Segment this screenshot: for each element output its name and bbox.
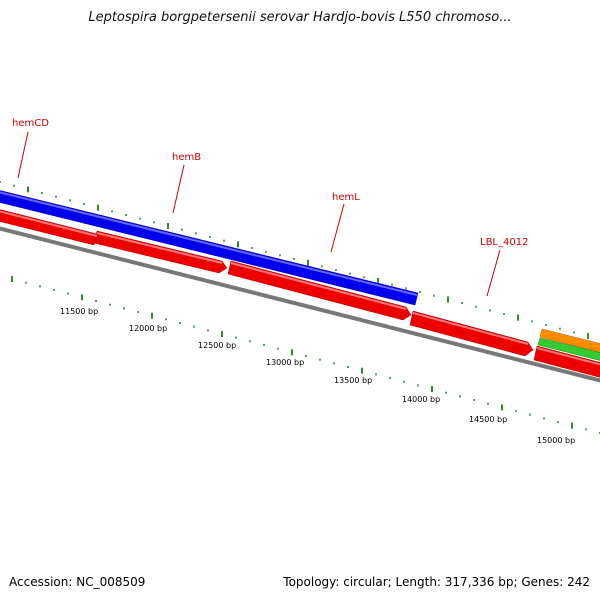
map-title: Leptospira borgpetersenii serovar Hardjo… (88, 10, 512, 25)
gene-label-hemL[interactable]: hemL (332, 192, 360, 203)
scale-label-13500: 13500 bp (334, 376, 372, 385)
reverse-strand-genes (0, 209, 600, 380)
scale-label-14500: 14500 bp (469, 415, 507, 424)
gene-red-4[interactable] (409, 310, 534, 357)
scale-label-14000: 14000 bp (402, 395, 440, 404)
gene-red-3[interactable] (227, 260, 412, 321)
gene-label-LBL_4012[interactable]: LBL_4012 (480, 237, 528, 248)
chromosome-backbone (0, 226, 600, 383)
gene-label-hemCD[interactable]: hemCD (12, 118, 49, 129)
gene-labels: hemCD hemB hemL LBL_4012 (12, 118, 528, 297)
gene-blue-hem-cluster[interactable] (0, 188, 419, 306)
scale-label-12500: 12500 bp (198, 341, 236, 350)
gene-red-5[interactable] (533, 345, 600, 380)
gene-label-hemB[interactable]: hemB (172, 152, 201, 163)
scale-labels: 11500 bp 12000 bp 12500 bp 13000 bp 1350… (60, 307, 575, 445)
topology-summary: Topology: circular; Length: 317,336 bp; … (283, 575, 590, 589)
scale-label-12000: 12000 bp (129, 324, 167, 333)
gene-orange[interactable] (539, 328, 600, 355)
accession-text: Accession: NC_008509 (9, 575, 146, 589)
scale-label-15000: 15000 bp (537, 436, 575, 445)
scale-label-13000: 13000 bp (266, 358, 304, 367)
gene-red-2[interactable] (93, 230, 228, 274)
gene-green[interactable] (537, 337, 600, 363)
forward-strand-genes (0, 188, 600, 363)
scale-tick-track (11, 276, 600, 435)
scale-label-11500: 11500 bp (60, 307, 98, 316)
upper-tick-track (0, 181, 589, 340)
